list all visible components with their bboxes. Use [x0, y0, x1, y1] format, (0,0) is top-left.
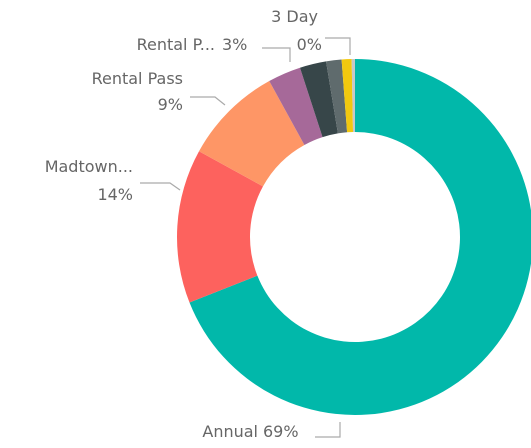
donut-slice: [199, 81, 305, 187]
leader-line: [325, 37, 351, 55]
slice-label: Rental Pass: [92, 69, 183, 88]
donut-slice: [189, 59, 531, 415]
slice-label: Annual: [202, 422, 258, 441]
donut-slice: [299, 61, 338, 138]
leader-line: [315, 422, 341, 438]
slice-value-label: 9%: [158, 95, 183, 114]
slice-label: Madtown...: [45, 157, 133, 176]
donut-slice: [351, 59, 355, 133]
slice-value-label: 69%: [263, 422, 299, 441]
donut-slice: [269, 67, 323, 145]
leader-line: [190, 96, 226, 106]
slice-value-label: 14%: [97, 185, 133, 204]
slice-label: Rental P...: [137, 35, 215, 54]
slice-value-label: 3%: [222, 35, 247, 54]
slice-label: 3 Day: [271, 7, 318, 26]
donut-slice: [326, 59, 348, 134]
donut-slice: [341, 59, 354, 133]
leader-line: [140, 182, 181, 191]
leader-line: [262, 47, 291, 62]
donut-slice: [177, 151, 263, 303]
slice-value-label: 0%: [297, 35, 322, 54]
